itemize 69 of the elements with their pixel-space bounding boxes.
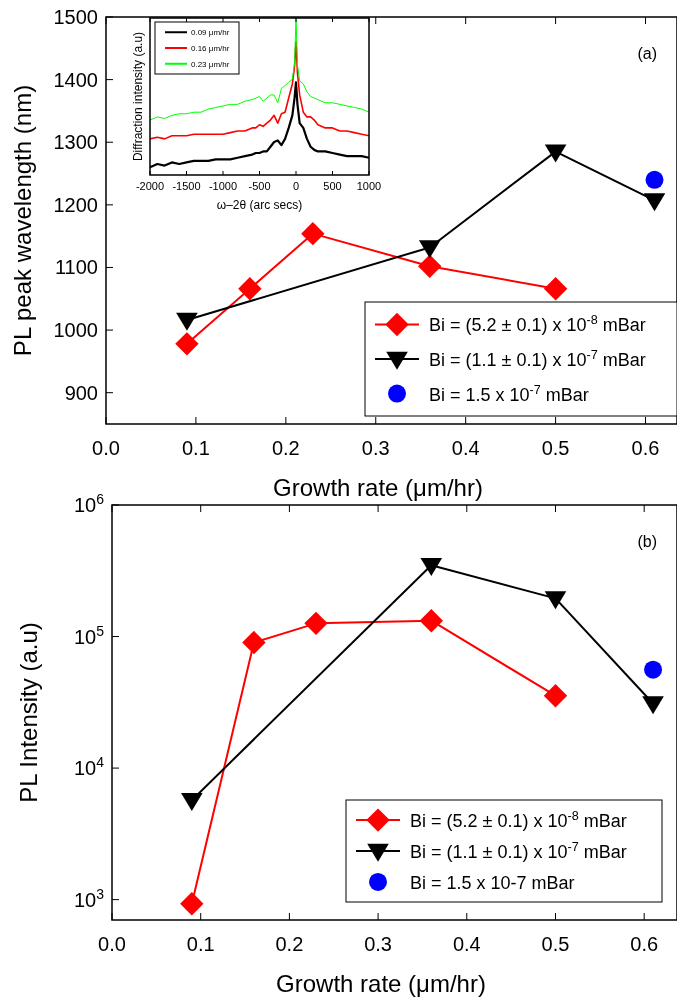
y-axis-title: PL peak wavelength (nm) [9,84,36,357]
y-tick-label: 1500 [53,6,98,28]
x-tick-label: 0.3 [361,437,390,459]
x-axis-title: Growth rate (μm/hr) [276,970,486,997]
y-tick-label: 1400 [53,68,98,91]
point [544,591,567,610]
x-tick-label: 500 [323,180,342,192]
point [238,277,262,301]
legend-label: 0.23 μm/hr [191,59,230,69]
point [645,170,664,189]
legend-label: Bi = 1.5 x 10-7 mBar [410,872,575,893]
annotation: (a) [637,45,657,62]
y-tick-label: 1200 [53,193,98,216]
y-tick-label: 10$^{3}$ [73,885,105,911]
legend-label: Bi = 1.5 x 10$^{-7}$ mBar [429,382,589,405]
x-tick-label: 0.5 [541,437,570,459]
x-tick-label: 0.1 [182,437,210,459]
point [419,608,444,633]
point [301,221,325,246]
point [418,240,441,259]
x-axis-title: Growth rate (μm/hr) [273,474,483,501]
point [242,630,266,655]
y-tick-label: 10$^{5}$ [73,622,105,648]
annotation: (b) [637,533,657,550]
point [304,611,328,636]
x-tick-label: 0.4 [452,933,481,955]
x-tick-label: 0.4 [451,437,480,459]
point [418,254,442,278]
x-tick-label: 0.0 [98,933,126,955]
point [175,332,199,356]
y-axis-title: Diffraction intensity (a.u) [131,31,145,162]
point [642,696,664,715]
y-tick-label: 1300 [53,131,98,154]
x-tick-label: 0.6 [631,437,660,459]
x-tick-label: -1500 [172,180,201,192]
point [643,193,666,212]
x-axis-title: ω–2θ (arc secs) [216,198,303,212]
y-tick-label: 10$^{6}$ [73,491,105,516]
x-tick-label: 1000 [356,180,382,192]
point [176,312,198,331]
x-tick-label: 0.6 [630,933,659,955]
point [180,892,204,916]
y-tick-label: 1000 [53,319,98,342]
y-tick-label: 10$^{4}$ [73,754,105,780]
x-tick-label: 0.3 [364,933,392,955]
point [543,684,568,708]
x-tick-label: -1000 [208,180,238,192]
y-axis-title: PL Intensity (a.u) [15,622,42,803]
x-tick-label: 0.1 [186,933,215,955]
x-tick-label: 0.0 [92,437,120,459]
point [543,277,568,301]
point [644,660,663,679]
x-tick-label: -2000 [135,180,165,192]
legend-label: Bi = (5.2 ± 0.1) x 10$^{-8}$ mBar [429,313,646,336]
legend-label: 0.16 μm/hr [191,44,230,53]
legend-label: Bi = (5.2 ± 0.1) x 10$^{-8}$ mBar [410,809,627,832]
x-tick-label: 0.5 [541,933,570,955]
point [420,558,443,577]
point [181,793,203,811]
legend-label: 0.09 μm/hr [191,28,230,38]
x-tick-label: 0.2 [271,437,300,459]
point [544,144,567,163]
x-tick-label: -500 [248,180,271,192]
y-tick-label: 1100 [54,256,98,279]
legend-label: Bi = (1.1 ± 0.1) x 10$^{-7}$ mBar [429,348,646,370]
x-tick-label: 0 [292,180,300,192]
x-tick-label: 0.2 [275,933,304,955]
y-tick-label: 900 [64,381,98,404]
legend-label: Bi = (1.1 ± 0.1) x 10$^{-7}$ mBar [410,840,627,862]
